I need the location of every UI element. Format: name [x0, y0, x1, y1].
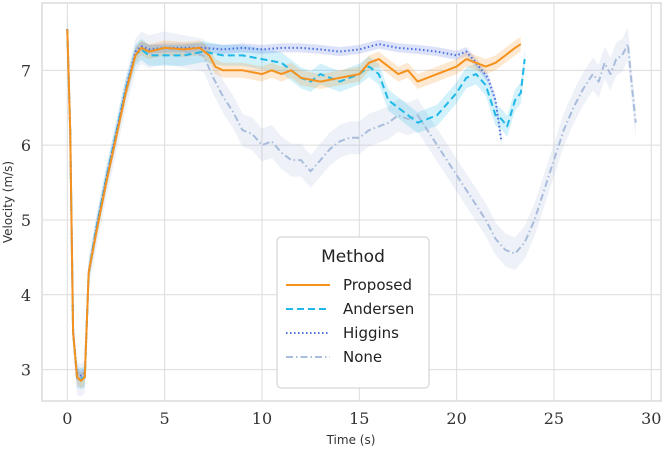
- confidence-band-proposed: [67, 21, 521, 389]
- y-tick-label: 7: [21, 61, 31, 80]
- y-tick-label: 5: [21, 211, 31, 230]
- x-tick-label: 25: [544, 409, 564, 428]
- y-tick-labels: 3 4 5 6 7: [21, 61, 31, 379]
- legend-box: [276, 236, 430, 389]
- y-axis-label: Velocity (m/s): [1, 161, 15, 243]
- y-tick-label: 6: [21, 136, 31, 155]
- legend: Method Proposed Andersen Higgins None: [276, 236, 430, 389]
- x-tick-label: 15: [349, 409, 369, 428]
- series-lines: [66, 29, 637, 382]
- confidence-bands: [67, 12, 636, 397]
- x-axis-label: Time (s): [326, 433, 376, 447]
- y-tick-label: 3: [21, 361, 31, 380]
- legend-label-higgins: Higgins: [343, 324, 399, 342]
- x-tick-label: 10: [252, 409, 272, 428]
- x-tick-label: 0: [62, 409, 72, 428]
- legend-label-andersen: Andersen: [343, 300, 414, 318]
- x-tick-label: 5: [160, 409, 170, 428]
- legend-label-none: None: [343, 348, 382, 366]
- legend-entries: Proposed Andersen Higgins None: [286, 276, 414, 366]
- y-tick-label: 4: [21, 286, 31, 305]
- confidence-band-andersen: [67, 18, 525, 389]
- series-line-proposed: [66, 29, 522, 382]
- series-line-higgins: [66, 29, 503, 377]
- x-tick-labels: 0 5 10 15 20 25 30: [62, 409, 661, 428]
- x-tick-label: 20: [446, 409, 466, 428]
- legend-label-proposed: Proposed: [343, 276, 412, 294]
- legend-title: Method: [321, 247, 385, 267]
- x-tick-label: 30: [641, 409, 661, 428]
